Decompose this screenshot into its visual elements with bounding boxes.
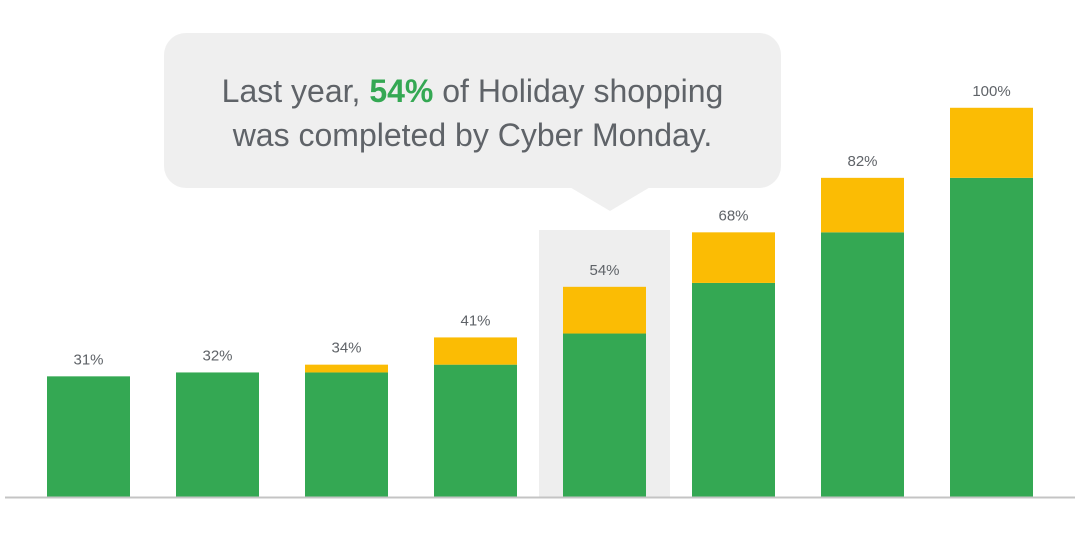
bar-label-2: 32% — [202, 347, 232, 364]
callout-prefix: Last year, — [221, 73, 370, 109]
callout-text: Last year, 54% of Holiday shopping was c… — [164, 69, 781, 157]
bar-base-8 — [950, 177, 1033, 497]
bar-base-3 — [305, 372, 388, 497]
bar-label-8: 100% — [972, 83, 1010, 100]
bar-base-4 — [434, 364, 517, 497]
bar-base-1 — [47, 376, 130, 497]
callout-pointer — [568, 186, 652, 211]
bar-label-5: 54% — [589, 262, 619, 279]
bar-label-3: 34% — [331, 340, 361, 357]
bar-increment-6 — [692, 232, 775, 283]
callout-mid: of Holiday shopping — [433, 73, 724, 109]
callout-bubble: Last year, 54% of Holiday shopping was c… — [164, 33, 781, 188]
bar-label-7: 82% — [847, 153, 877, 170]
bar-increment-7 — [821, 177, 904, 233]
bar-label-1: 31% — [73, 351, 103, 368]
bar-base-6 — [692, 282, 775, 497]
bar-base-7 — [821, 232, 904, 498]
callout-highlight: 54% — [369, 73, 434, 109]
bar-increment-3 — [305, 364, 388, 373]
bar-increment-8 — [950, 107, 1033, 178]
bar-base-2 — [176, 372, 259, 497]
callout-line2: was completed by Cyber Monday. — [232, 117, 713, 153]
bar-increment-4 — [434, 337, 517, 365]
bar-increment-5 — [563, 286, 646, 334]
bar-base-5 — [563, 333, 646, 497]
bar-label-6: 68% — [718, 207, 748, 224]
bar-label-4: 41% — [460, 312, 490, 329]
